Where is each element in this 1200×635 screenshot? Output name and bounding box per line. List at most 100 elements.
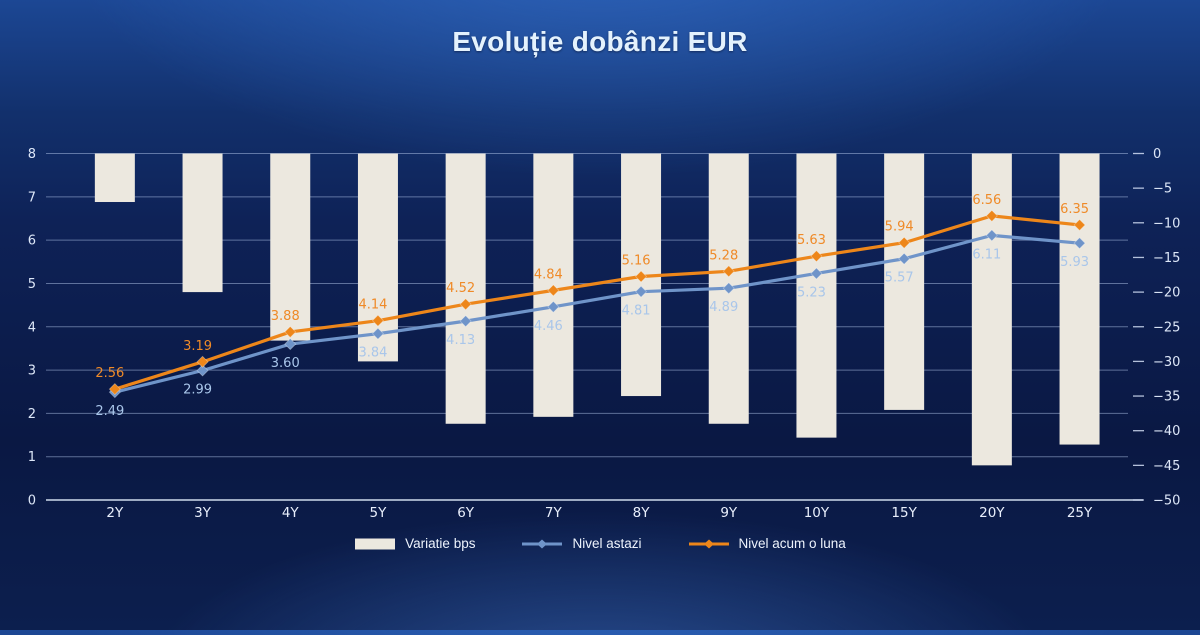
line-series	[114, 214, 1080, 391]
right-axis-tick-label: −35	[1153, 390, 1180, 405]
data-point-marker	[547, 284, 560, 297]
right-axis-tick-label: −30	[1153, 355, 1180, 370]
legend-bar-swatch-icon	[355, 538, 396, 549]
data-point-value-label: 5.23	[797, 285, 826, 300]
data-point-value-label: 4.46	[534, 319, 563, 334]
data-point-value-label: 3.84	[358, 346, 387, 361]
data-point-marker	[371, 327, 385, 340]
data-point-marker	[196, 364, 209, 377]
data-point-marker	[634, 270, 648, 283]
right-axis-tick-label: −25	[1153, 320, 1180, 335]
x-axis-category-label: 15Y	[891, 505, 917, 521]
x-axis-category-label: 8Y	[633, 505, 651, 521]
left-axis-tick-label: 1	[28, 450, 36, 465]
legend-item: Nivel astazi	[521, 536, 642, 551]
legend-label: Variatie bps	[405, 536, 476, 551]
data-point-marker	[108, 383, 121, 396]
data-point-value-label: 2.99	[183, 382, 212, 397]
data-point-value-label: 6.56	[972, 193, 1001, 208]
data-point-marker	[459, 315, 472, 328]
line-series	[114, 233, 1080, 394]
x-axis-category-label: 10Y	[804, 505, 830, 521]
left-axis-tick-label: 2	[28, 407, 36, 422]
variation-bar	[971, 153, 1012, 466]
right-axis-tick-label: −45	[1153, 459, 1180, 474]
data-point-value-label: 5.28	[709, 248, 738, 263]
data-point-value-label: 6.35	[1060, 202, 1089, 217]
data-point-marker	[985, 209, 998, 222]
variation-bar	[884, 153, 925, 410]
legend-item: Nivel acum o luna	[688, 536, 846, 551]
data-point-value-label: 3.19	[183, 339, 212, 354]
right-axis-tick-label: −10	[1153, 216, 1180, 231]
data-point-marker	[459, 298, 472, 311]
right-axis-tick-label: −20	[1153, 286, 1180, 301]
data-point-marker	[985, 229, 998, 242]
left-axis-tick-label: 6	[28, 234, 36, 249]
data-point-value-label: 4.81	[622, 304, 651, 319]
data-point-value-label: 4.84	[534, 267, 563, 282]
data-point-marker	[898, 236, 911, 249]
data-point-value-label: 2.49	[95, 404, 124, 419]
left-axis-tick-label: 0	[28, 494, 36, 509]
data-point-value-label: 4.52	[446, 281, 475, 296]
left-axis-tick-label: 8	[28, 147, 36, 162]
data-point-value-label: 3.88	[271, 309, 300, 324]
left-axis-tick-label: 5	[28, 277, 36, 292]
data-point-value-label: 5.16	[622, 254, 651, 269]
data-point-value-label: 4.13	[446, 333, 475, 348]
x-axis-category-label: 4Y	[282, 505, 300, 521]
left-axis-tick-label: 4	[28, 320, 36, 335]
data-point-marker	[284, 325, 297, 339]
data-point-marker	[634, 285, 648, 298]
variation-bar	[270, 153, 311, 341]
data-point-marker	[1073, 218, 1086, 232]
x-axis-category-label: 9Y	[720, 505, 738, 521]
data-point-value-label: 6.11	[972, 247, 1001, 262]
variation-bar	[182, 153, 223, 293]
right-axis-tick-label: −50	[1153, 494, 1180, 509]
data-point-value-label: 5.57	[885, 271, 914, 286]
data-point-marker	[284, 338, 297, 351]
data-point-marker	[810, 250, 823, 263]
variation-bar	[796, 153, 837, 438]
data-point-marker	[898, 252, 911, 265]
legend-label: Nivel astazi	[572, 536, 642, 551]
data-point-marker	[196, 355, 209, 368]
x-axis-category-label: 25Y	[1067, 505, 1093, 521]
data-point-value-label: 4.14	[358, 298, 387, 313]
data-point-marker	[810, 267, 823, 280]
data-point-value-label: 2.56	[95, 366, 124, 381]
left-axis-tick-label: 3	[28, 364, 36, 379]
variation-bar	[1059, 153, 1100, 445]
legend-line-swatch-icon	[688, 539, 729, 548]
data-point-value-label: 3.60	[271, 356, 300, 371]
x-axis-category-label: 5Y	[370, 505, 388, 521]
x-axis-category-label: 20Y	[979, 505, 1005, 521]
right-axis-tick-label: −40	[1153, 424, 1180, 439]
data-point-marker	[371, 314, 385, 327]
legend-label: Nivel acum o luna	[738, 536, 846, 551]
x-axis-category-label: 3Y	[194, 505, 212, 521]
chart-title: Evoluție dobânzi EUR	[452, 26, 748, 57]
legend-item: Variatie bps	[354, 536, 475, 551]
data-point-value-label: 4.89	[709, 300, 738, 315]
data-point-marker	[1073, 237, 1086, 250]
right-axis-tick-label: −5	[1153, 182, 1172, 197]
right-axis-tick-label: −15	[1153, 251, 1180, 266]
x-axis-category-label: 7Y	[545, 505, 563, 521]
data-point-value-label: 5.93	[1060, 255, 1089, 270]
variation-bar	[445, 153, 486, 424]
data-point-value-label: 5.63	[797, 233, 826, 248]
variation-bar	[94, 153, 135, 203]
right-axis-tick-label: 0	[1153, 147, 1161, 162]
x-axis-category-label: 6Y	[457, 505, 475, 521]
data-point-value-label: 5.94	[885, 220, 914, 235]
legend-line-swatch-icon	[522, 539, 563, 548]
data-point-marker	[722, 282, 735, 295]
chart-legend: Variatie bps Nivel astazi Nivel acum o lun…	[0, 536, 1200, 551]
data-point-marker	[722, 265, 735, 278]
x-axis-category-label: 2Y	[106, 505, 124, 521]
